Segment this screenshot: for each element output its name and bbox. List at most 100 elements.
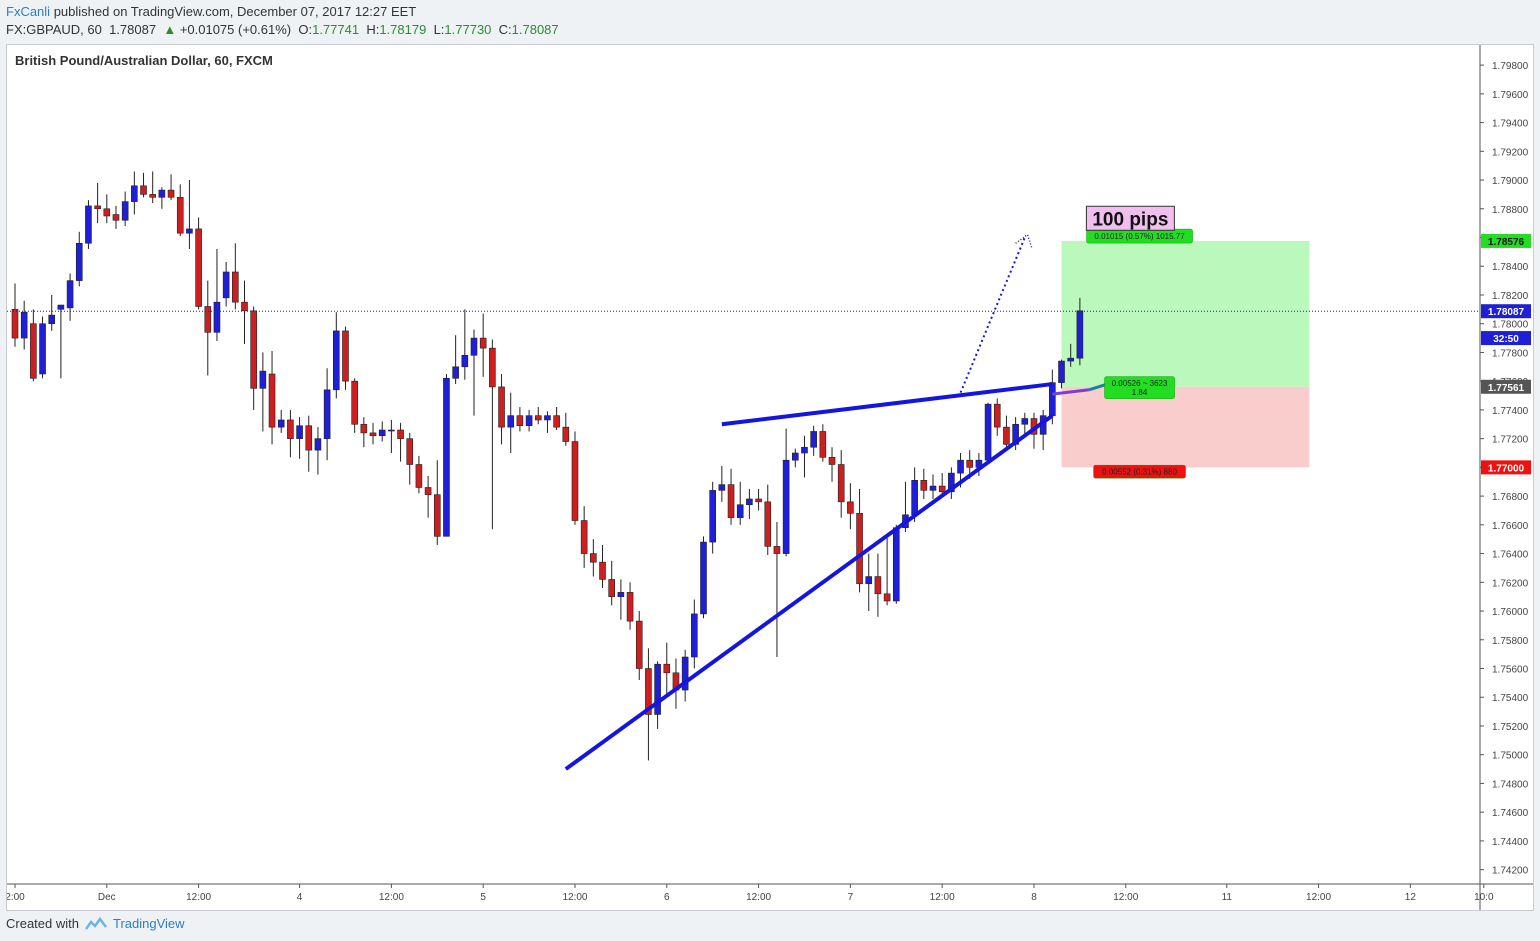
price-chart[interactable]: 0.01015 (0.57%) 1015.77 0.00526 ~ 36231.8… bbox=[7, 45, 1533, 910]
candle-up bbox=[222, 271, 230, 299]
candle-up bbox=[213, 301, 221, 333]
candle-up bbox=[865, 576, 873, 585]
candle-down bbox=[663, 663, 671, 674]
entry-stats-text: 1.84 bbox=[1132, 388, 1148, 397]
y-tick-label: 1.78400 bbox=[1492, 262, 1529, 273]
candle-down bbox=[626, 592, 634, 622]
candle-up bbox=[452, 366, 459, 379]
target-price-badge bbox=[1481, 233, 1531, 248]
candle-up bbox=[259, 370, 267, 389]
symbol-label: FX:GBPAUD, 60 bbox=[6, 22, 102, 37]
candle-down bbox=[360, 423, 368, 434]
entry-price-badge bbox=[1481, 379, 1531, 394]
candle-down bbox=[149, 194, 156, 198]
projection-arrowhead-icon bbox=[1015, 233, 1033, 250]
candle-down bbox=[342, 330, 349, 382]
candle-up bbox=[323, 389, 331, 439]
candle-down bbox=[1003, 426, 1010, 445]
candle-up bbox=[470, 337, 478, 356]
current-price-badge bbox=[1481, 304, 1531, 319]
x-tick-label: 2:00 bbox=[7, 892, 25, 903]
support-trendline[interactable] bbox=[564, 414, 1054, 771]
high-label: H: bbox=[366, 22, 380, 37]
stop-price-badge bbox=[1481, 460, 1531, 475]
countdown-badge bbox=[1481, 331, 1531, 346]
candle-up bbox=[709, 490, 716, 543]
y-tick-label: 1.77400 bbox=[1492, 406, 1529, 417]
candle-down bbox=[819, 431, 827, 458]
x-tick-label: 12:00 bbox=[746, 892, 771, 903]
x-tick-label: 5 bbox=[480, 892, 486, 903]
stop-zone[interactable] bbox=[1061, 386, 1310, 468]
published-text: published on TradingView.com, December 0… bbox=[53, 4, 417, 19]
candle-down bbox=[176, 196, 184, 234]
countdown-label: 32:50 bbox=[1493, 334, 1519, 345]
candle-down bbox=[920, 480, 928, 491]
candle-up bbox=[186, 228, 193, 234]
candle-down bbox=[608, 579, 616, 597]
stop-stats-box bbox=[1093, 464, 1186, 479]
projection-path bbox=[959, 237, 1026, 394]
candle-down bbox=[103, 208, 111, 217]
candle-down bbox=[489, 347, 496, 388]
chart-header: FxCanli published on TradingView.com, De… bbox=[0, 0, 1540, 44]
candle-up bbox=[700, 541, 707, 615]
up-arrow-icon: ▲ bbox=[163, 22, 177, 37]
target-price-label: 1.78576 bbox=[1488, 237, 1525, 248]
y-tick-label: 1.76000 bbox=[1492, 607, 1529, 618]
x-tick-label: 12:00 bbox=[562, 892, 587, 903]
candle-up bbox=[314, 438, 322, 451]
y-tick-label: 1.75600 bbox=[1492, 665, 1529, 676]
candle-up bbox=[810, 431, 817, 448]
candle-up bbox=[461, 355, 469, 368]
candle-up bbox=[57, 304, 65, 310]
resistance-trendline[interactable] bbox=[721, 382, 1053, 427]
candle-down bbox=[30, 323, 37, 379]
stop-stats-text: 0.00552 (0.31%) 880 bbox=[1102, 468, 1177, 477]
y-tick-label: 1.79800 bbox=[1492, 61, 1529, 72]
candle-down bbox=[773, 546, 781, 554]
x-tick-label: 7 bbox=[848, 892, 854, 903]
target-zone[interactable] bbox=[1061, 240, 1310, 387]
y-tick-label: 1.78200 bbox=[1492, 291, 1529, 302]
y-tick-label: 1.77200 bbox=[1492, 435, 1529, 446]
y-tick-label: 1.75000 bbox=[1492, 751, 1529, 762]
candle-up bbox=[66, 280, 74, 309]
y-tick-label: 1.74800 bbox=[1492, 779, 1529, 790]
y-tick-label: 1.74200 bbox=[1492, 866, 1529, 877]
candle-down bbox=[415, 464, 423, 488]
candle-down bbox=[11, 309, 19, 339]
author-link[interactable]: FxCanli bbox=[6, 4, 51, 19]
last-price: 1.78087 bbox=[109, 22, 157, 37]
candle-up bbox=[48, 314, 56, 325]
candle-up bbox=[957, 459, 964, 474]
candle-down bbox=[167, 189, 175, 198]
candle-down bbox=[94, 205, 101, 210]
y-tick-label: 1.77800 bbox=[1492, 348, 1529, 359]
candle-down bbox=[764, 501, 772, 547]
candle-up bbox=[443, 378, 450, 537]
candle-down bbox=[406, 438, 414, 465]
open-label: O: bbox=[298, 22, 313, 37]
candle-up bbox=[388, 429, 395, 432]
price-change: +0.01075 (+0.61%) bbox=[179, 22, 292, 37]
candle-up bbox=[131, 185, 138, 202]
tradingview-logo-icon bbox=[84, 916, 107, 930]
candle-down bbox=[534, 415, 542, 421]
candle-up bbox=[85, 205, 92, 244]
candle-up bbox=[1049, 382, 1056, 416]
candle-up bbox=[718, 484, 726, 491]
x-tick-label: 12:00 bbox=[930, 892, 955, 903]
candle-down bbox=[479, 337, 487, 349]
annotation-box[interactable] bbox=[1085, 205, 1175, 231]
tradingview-brand-link[interactable]: TradingView bbox=[112, 916, 185, 931]
candle-up bbox=[654, 663, 661, 715]
chart-panel[interactable]: 0.01015 (0.57%) 1015.77 0.00526 ~ 3623 1.8… bbox=[6, 44, 1534, 911]
x-tick-label: 10:0 bbox=[1474, 892, 1494, 903]
x-tick-label: 12:00 bbox=[186, 892, 211, 903]
candle-up bbox=[911, 480, 918, 516]
y-tick-label: 1.79400 bbox=[1492, 119, 1529, 130]
candle-down bbox=[993, 403, 1001, 428]
y-tick-label: 1.75200 bbox=[1492, 722, 1529, 733]
ohlc-info: FX:GBPAUD, 60 1.78087 ▲ +0.01075 (+0.61%… bbox=[6, 22, 559, 37]
